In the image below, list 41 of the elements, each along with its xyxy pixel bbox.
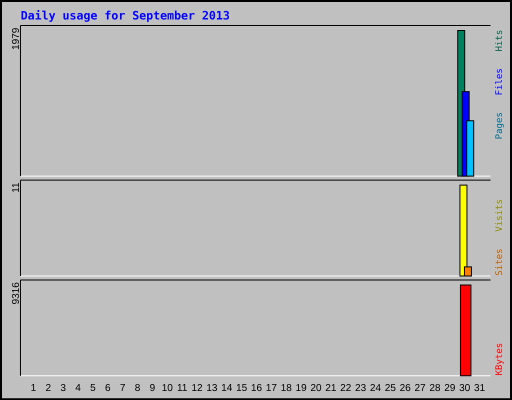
text: Visits	[495, 200, 502, 232]
text: Sites	[495, 249, 502, 275]
x-tick-label: 2	[46, 384, 51, 391]
x-tick-label: 7	[120, 384, 125, 391]
text: Files	[494, 68, 502, 94]
x-tick-label: 30	[460, 384, 470, 391]
x-tick-label: 22	[340, 384, 351, 391]
x-tick-label: 14	[222, 384, 232, 391]
x-tick-label: 27	[415, 384, 426, 391]
text: Pages	[495, 112, 504, 138]
x-tick-label: 31	[474, 384, 485, 391]
x-tick-label: 1	[31, 384, 36, 391]
x-tick-label: 10	[162, 384, 172, 391]
x-tick-label: 15	[236, 384, 247, 391]
x-tick-label: 23	[356, 384, 366, 391]
x-tick-label: 16	[252, 384, 262, 391]
x-tick-label: 26	[400, 384, 410, 391]
text: Hits	[495, 30, 502, 51]
text: 1979	[12, 28, 20, 50]
x-tick-label: 19	[296, 384, 306, 391]
chart-title: Daily usage for September 2013	[22, 10, 230, 22]
x-tick-label: 13	[207, 384, 217, 391]
x-tick-label: 3	[60, 384, 66, 391]
x-tick-label: 25	[385, 384, 396, 391]
x-tick-label: 21	[326, 384, 336, 391]
x-tick-label: 6	[106, 384, 110, 391]
x-tick-label: 28	[430, 384, 440, 391]
x-tick-label: 20	[310, 384, 322, 391]
x-tick-label: 18	[281, 384, 292, 391]
text: KBytes	[495, 344, 504, 375]
x-tick-label: 24	[370, 384, 381, 391]
text: 11	[12, 182, 19, 192]
x-tick-label: 5	[90, 384, 96, 391]
x-tick-label: 11	[178, 384, 187, 391]
x-tick-label: 29	[444, 384, 455, 391]
x-tick-label: 17	[266, 384, 276, 391]
x-tick-label: 12	[192, 384, 202, 391]
x-tick-label: 4	[76, 384, 81, 391]
x-tick-label: 9	[150, 384, 155, 391]
x-tick-label: 8	[135, 384, 140, 391]
text: 9316	[12, 282, 20, 304]
